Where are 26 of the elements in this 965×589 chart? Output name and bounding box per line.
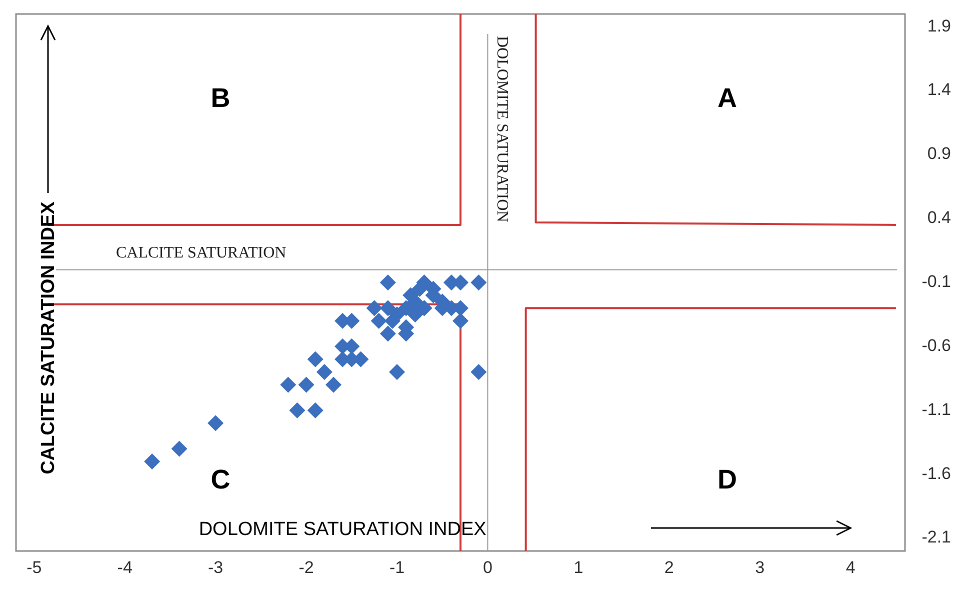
y-tick-label: -1.1: [922, 400, 951, 419]
x-tick-label: 3: [755, 558, 765, 577]
y-tick-label: -0.1: [922, 272, 951, 291]
x-tick-label: -3: [208, 558, 224, 577]
x-tick-label: -4: [117, 558, 132, 577]
y-tick-label: 1.4: [927, 80, 951, 100]
y-tick-label: -2.1: [922, 528, 951, 547]
annotation: C: [210, 464, 230, 494]
y-tick-label: 1.9: [927, 16, 951, 36]
ref-line-label: CALCITE SATURATION: [116, 244, 287, 262]
y-tick-label: -1.6: [922, 464, 951, 483]
ref-line-label: DOLOMITE SATURATION: [494, 36, 511, 223]
annotation: A: [717, 83, 737, 114]
x-tick-label: 2: [664, 558, 674, 577]
x-tick-label: -1: [389, 558, 405, 577]
x-tick-label: 0: [482, 558, 492, 577]
annotation: B: [210, 83, 230, 114]
x-tick-label: 4: [846, 558, 856, 577]
x-tick-label: -2: [298, 558, 314, 577]
y-tick-label: 0.9: [927, 144, 951, 164]
y-tick-label: -0.6: [922, 336, 951, 355]
x-tick-label: -5: [26, 558, 42, 577]
annotation: D: [717, 464, 737, 494]
x-tick-label: 1: [574, 558, 584, 577]
y-axis-title: CALCITE SATURATION INDEX: [38, 201, 59, 474]
y-tick-label: 0.4: [927, 208, 951, 228]
